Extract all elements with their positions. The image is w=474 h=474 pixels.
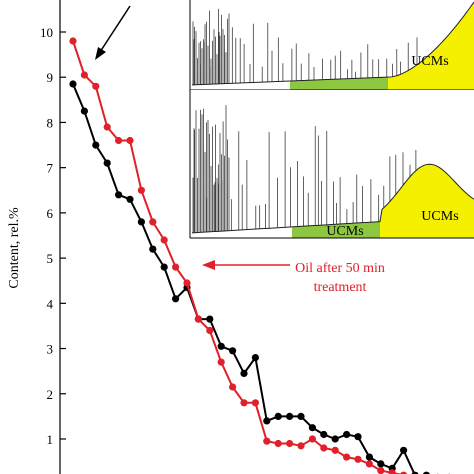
data-point	[240, 369, 248, 377]
data-point	[160, 236, 168, 244]
data-point	[377, 460, 385, 468]
data-point	[137, 186, 145, 194]
data-point	[297, 412, 305, 420]
data-point	[286, 439, 294, 448]
data-point	[172, 295, 180, 303]
data-point	[320, 430, 328, 439]
data-point	[388, 469, 396, 474]
data-point	[217, 342, 225, 350]
data-point	[172, 263, 180, 271]
annotation-red-arrow	[202, 260, 290, 270]
data-point	[400, 471, 407, 474]
data-point	[206, 315, 214, 323]
data-point	[149, 218, 157, 226]
data-point	[297, 442, 305, 450]
data-point	[115, 191, 123, 199]
inset-baseline	[191, 163, 474, 234]
inset-ucm-yellow-area	[380, 164, 474, 238]
y-axis-title: Content, rel.%	[7, 207, 22, 289]
inset-ucm-label: UCMs	[421, 209, 458, 224]
data-point	[263, 417, 271, 425]
data-point	[126, 195, 134, 203]
data-point	[240, 399, 248, 407]
data-point	[274, 412, 282, 420]
data-point	[160, 263, 168, 271]
y-tick-label: 2	[47, 387, 54, 402]
data-point	[411, 471, 419, 474]
y-tick-label: 1	[47, 432, 54, 447]
data-point	[343, 430, 351, 439]
inset-baseline	[191, 1, 474, 86]
y-tick-label: 6	[47, 206, 54, 221]
y-tick-label: 9	[47, 70, 54, 85]
inset-ucm-label: UCMs	[326, 224, 363, 239]
data-point	[343, 453, 351, 461]
data-point	[229, 383, 237, 391]
data-point	[320, 444, 328, 452]
data-point	[126, 136, 134, 145]
data-point	[194, 315, 202, 323]
data-point	[206, 326, 214, 335]
data-point	[365, 453, 373, 461]
data-point	[149, 245, 157, 253]
inset-ucm-label: UCMs	[411, 54, 448, 69]
inset-chromatogram-peaks	[192, 105, 417, 233]
data-point	[286, 412, 294, 420]
data-point	[217, 358, 225, 366]
inset-ucm-green-area	[292, 203, 388, 238]
data-point	[183, 279, 191, 287]
inset-ucm-yellow-area	[388, 2, 474, 90]
data-point	[274, 439, 282, 448]
inset-chromatograms: UCMs UCMs UCMs	[189, 0, 474, 239]
data-point	[80, 71, 88, 79]
data-point	[308, 424, 316, 432]
data-point	[308, 435, 316, 443]
data-point	[115, 136, 123, 145]
y-tick-label: 8	[47, 115, 54, 130]
data-point	[377, 467, 385, 474]
data-point	[251, 399, 259, 407]
data-point	[251, 354, 259, 362]
data-point	[92, 82, 100, 90]
data-point	[80, 107, 88, 115]
data-point	[354, 455, 362, 463]
data-point	[354, 433, 362, 441]
data-point	[263, 437, 271, 445]
annotation-red-line1: Oil after 50 min	[295, 261, 385, 276]
y-tick-label: 10	[40, 25, 53, 40]
series-group	[69, 37, 451, 474]
data-point	[331, 446, 339, 454]
y-tick-label: 7	[47, 161, 54, 176]
data-point	[400, 446, 408, 454]
data-point	[103, 123, 111, 131]
y-ticks: 1 2 3 4 5 6 7 8 9 10	[40, 25, 66, 447]
y-tick-label: 5	[47, 251, 54, 266]
data-point	[92, 141, 100, 149]
inset-chromatogram-peaks	[192, 8, 418, 85]
y-tick-label: 4	[47, 296, 54, 311]
data-point	[69, 37, 77, 45]
data-point	[229, 347, 237, 355]
data-point	[365, 460, 373, 468]
data-point	[423, 471, 430, 474]
y-tick-label: 3	[47, 342, 54, 357]
data-point	[331, 435, 339, 443]
data-point	[137, 218, 145, 226]
data-point	[69, 80, 77, 88]
annotation-black-arrow	[95, 5, 131, 60]
annotation-red-line2: treatment	[314, 280, 367, 295]
data-point	[103, 159, 111, 167]
